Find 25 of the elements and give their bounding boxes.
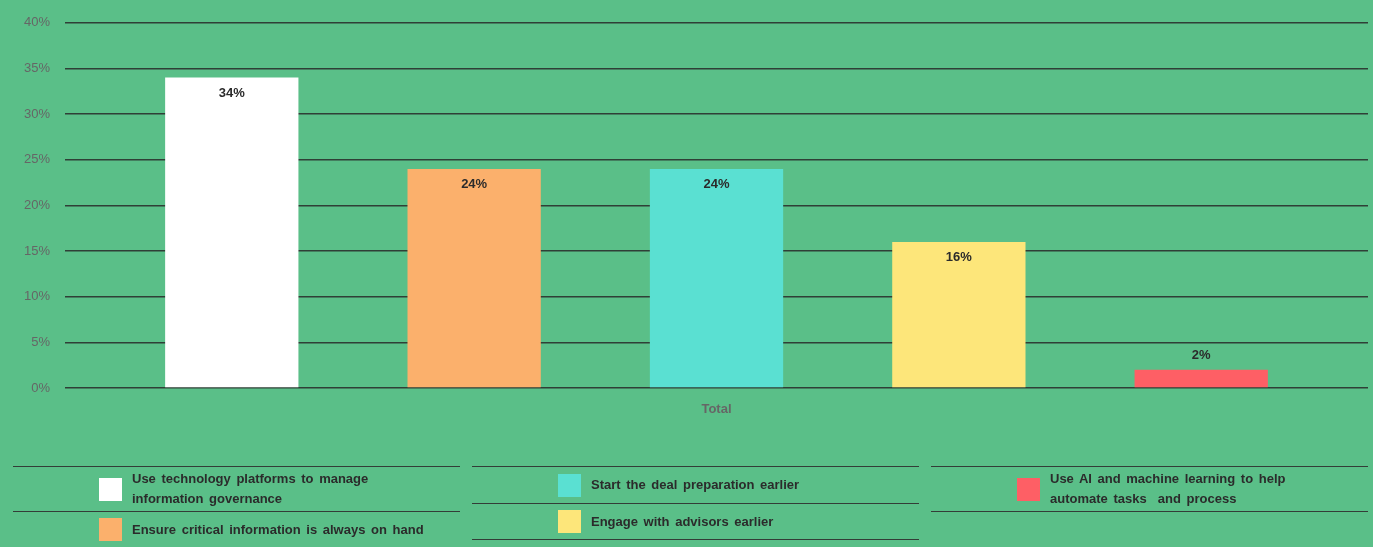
legend-label: Engage with advisors earlier xyxy=(591,512,775,531)
y-tick-label: 0% xyxy=(31,379,51,395)
data-label: 24% xyxy=(461,176,488,192)
data-label: 16% xyxy=(945,249,973,265)
bar xyxy=(407,168,541,388)
y-tick-label: 25% xyxy=(23,151,51,167)
bar xyxy=(892,241,1026,388)
y-tick-label: 5% xyxy=(31,333,51,349)
y-tick-label: 10% xyxy=(23,288,51,304)
data-label: 34% xyxy=(218,85,246,101)
legend-label: Start the deal preparation earlier xyxy=(591,476,801,494)
legend-label: Ensure critical information is always on hand xyxy=(132,520,425,539)
bar xyxy=(649,168,784,388)
data-label: 2% xyxy=(1191,347,1212,363)
y-tick-label: 20% xyxy=(23,196,51,212)
bar xyxy=(165,77,299,388)
y-tick-label: 40% xyxy=(23,14,51,30)
x-tick-label: Total xyxy=(701,401,732,417)
legend-label: Use AI and machine learning to help automate tasks and process xyxy=(1050,470,1287,508)
y-tick-label: 35% xyxy=(23,60,51,76)
data-label: 24% xyxy=(703,176,730,192)
legend-label: Use technology platforms to manage information governance xyxy=(132,470,370,508)
bar xyxy=(1134,369,1268,388)
y-tick-label: 15% xyxy=(23,242,51,258)
y-tick-label: 30% xyxy=(23,105,51,121)
